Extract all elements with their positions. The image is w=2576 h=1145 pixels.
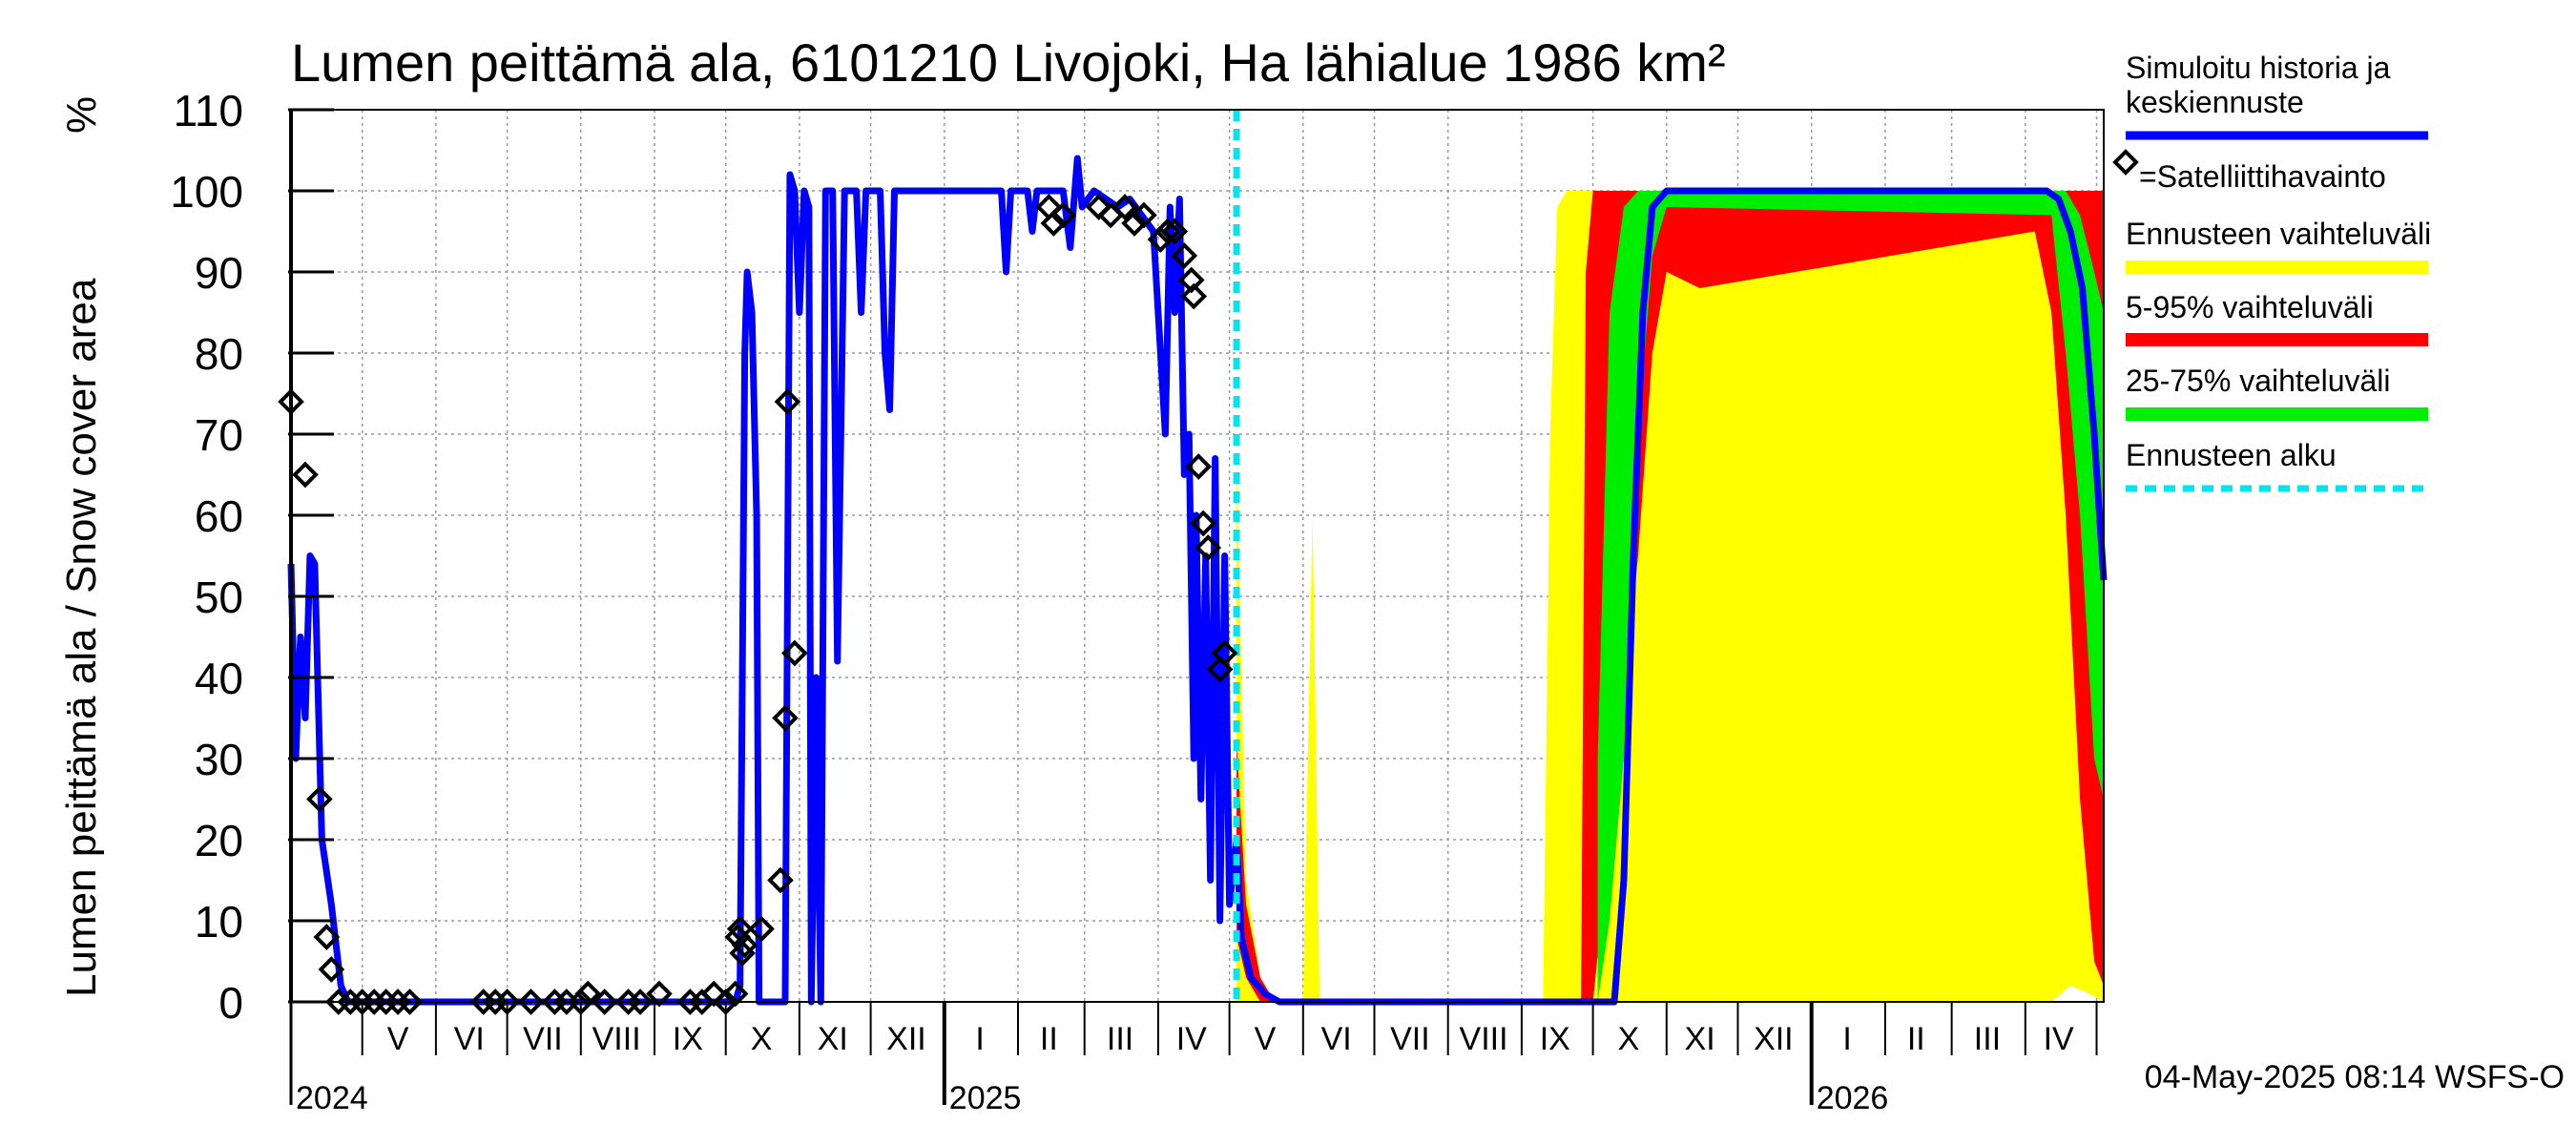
y-tick-label: 30 — [195, 735, 243, 784]
observation-point — [781, 639, 808, 667]
observation-point — [627, 989, 654, 1015]
x-month-label: XI — [818, 1021, 848, 1057]
y-tick-label: 90 — [195, 248, 243, 298]
legend-label-p2575: 25-75% vaihteluväli — [2126, 364, 2391, 398]
x-month-label: VII — [1390, 1021, 1430, 1057]
observation-point — [1180, 282, 1208, 310]
observation-point — [396, 989, 424, 1015]
observation-point — [774, 388, 801, 415]
observation-point — [1171, 242, 1198, 269]
observation-point — [1195, 534, 1222, 561]
x-month-label: I — [975, 1021, 984, 1057]
observation-point — [517, 989, 545, 1015]
legend-label-satellite: =Satelliittihavainto — [2139, 159, 2386, 194]
observation-point — [1190, 510, 1217, 537]
observation-point — [748, 915, 775, 943]
observation-point — [318, 956, 345, 983]
observation-point — [646, 980, 673, 1008]
observation-point — [1206, 656, 1234, 683]
footer-timestamp: 04-May-2025 08:14 WSFS-O — [2145, 1059, 2565, 1095]
x-month-label: X — [1618, 1021, 1640, 1057]
y-tick-label: 20 — [195, 816, 243, 865]
y-tick-label: 70 — [195, 410, 243, 460]
x-month-label: X — [751, 1021, 773, 1057]
observation-point — [772, 704, 799, 732]
legend-label-start: Ennusteen alku — [2126, 438, 2337, 472]
x-month-label: VI — [454, 1021, 485, 1057]
x-month-label: IV — [2044, 1021, 2074, 1057]
x-month-label: VII — [523, 1021, 563, 1057]
observation-point — [700, 980, 728, 1008]
band-ennusteen-vaihteluv-li — [1236, 191, 2104, 1002]
observation-point — [1049, 201, 1077, 229]
observation-point — [313, 924, 341, 950]
y-tick-label: 60 — [195, 491, 243, 541]
y-tick-label: 50 — [195, 572, 243, 622]
observation-point — [1121, 210, 1148, 237]
observation-point — [1154, 218, 1181, 245]
y-tick-label: 10 — [195, 897, 243, 947]
x-month-label: XI — [1685, 1021, 1715, 1057]
x-month-label: IX — [673, 1021, 703, 1057]
legend-label-p595: 5-95% vaihteluväli — [2126, 290, 2374, 324]
x-month-label: VI — [1321, 1021, 1352, 1057]
observation-point — [1185, 453, 1213, 480]
legend-label-simulated-cont: keskiennuste — [2126, 85, 2304, 119]
x-month-label: II — [1907, 1021, 1925, 1057]
y-tick-label: 80 — [195, 329, 243, 379]
observation-point — [767, 866, 794, 894]
observation-point — [731, 931, 758, 959]
x-month-label: III — [1107, 1021, 1133, 1057]
observation-point — [306, 785, 333, 813]
x-year-label: 2024 — [296, 1080, 368, 1116]
x-month-label: IX — [1540, 1021, 1570, 1057]
legend-label-range: Ennusteen vaihteluväli — [2126, 217, 2431, 251]
observation-point — [292, 461, 319, 489]
x-month-label: VIII — [1460, 1021, 1508, 1057]
y-axis-label: Lumen peittämä ala / Snow cover area — [58, 278, 105, 997]
x-month-label: III — [1974, 1021, 2001, 1057]
y-tick-label: 0 — [218, 978, 243, 1028]
y-tick-label: 100 — [170, 167, 243, 217]
observation-point — [1211, 639, 1238, 667]
chart-title: Lumen peittämä ala, 6101210 Livojoki, Ha… — [291, 32, 1726, 93]
legend-label-simulated: Simuloitu historia ja — [2126, 51, 2391, 85]
x-month-label: II — [1040, 1021, 1058, 1057]
satellite-observations — [278, 194, 1238, 1015]
observation-point — [574, 980, 602, 1008]
x-month-label: V — [1255, 1021, 1277, 1057]
x-month-label: IV — [1176, 1021, 1207, 1057]
x-month-label: XII — [886, 1021, 926, 1057]
observation-point — [1111, 194, 1138, 220]
legend-swatch-satellite — [2112, 149, 2139, 176]
observation-point — [1040, 210, 1068, 237]
x-month-label: V — [387, 1021, 409, 1057]
y-tick-label: 40 — [195, 654, 243, 703]
observation-point — [721, 980, 749, 1008]
x-month-label: XII — [1754, 1021, 1794, 1057]
observation-point — [591, 989, 618, 1015]
observation-point — [1131, 201, 1157, 229]
series-layer — [287, 110, 2108, 1006]
y-axis-unit: % — [58, 96, 105, 134]
x-month-label: VIII — [592, 1021, 641, 1057]
x-year-label: 2026 — [1817, 1080, 1889, 1116]
y-tick-label: 110 — [174, 86, 243, 135]
observation-point — [1161, 218, 1189, 245]
x-month-label: I — [1842, 1021, 1851, 1057]
observation-point — [1085, 194, 1112, 220]
series-line-simulated — [287, 155, 2108, 1006]
x-year-label: 2025 — [949, 1080, 1022, 1116]
